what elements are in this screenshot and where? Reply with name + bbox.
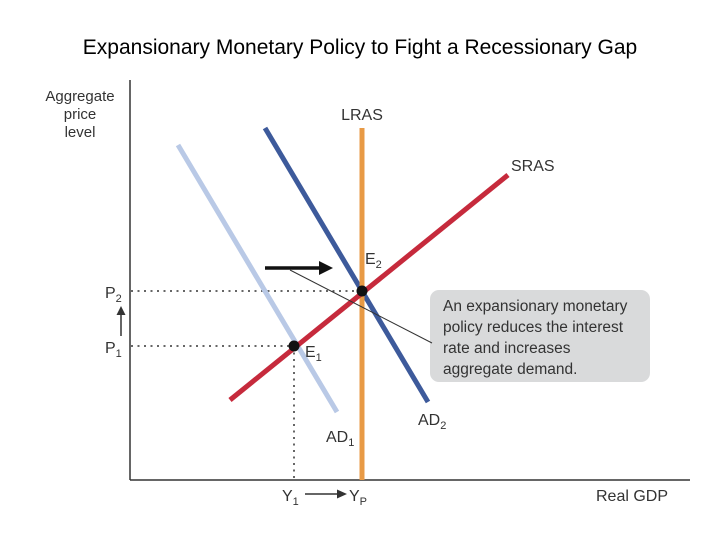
sras-label: SRAS <box>511 158 555 175</box>
y-axis-label-line-2: price <box>64 106 97 123</box>
y-axis-label-line-1: Aggregate <box>45 88 114 105</box>
y1-label: Y1 <box>282 488 299 508</box>
equilibrium-point-e1 <box>288 340 300 352</box>
annotation-line-2: policy reduces the interest <box>443 319 624 336</box>
y-axis-label-line-3: level <box>65 124 96 141</box>
ad2-curve <box>262 126 431 404</box>
annotation-line-1: An expansionary monetary <box>443 298 628 315</box>
annotation-box <box>430 290 650 382</box>
ad1-curve <box>175 143 340 414</box>
sras-curve <box>228 173 510 402</box>
annotation-line-3: rate and increases <box>443 340 571 357</box>
output-increase-arrow-head <box>337 489 347 499</box>
equilibrium-point-e2 <box>356 285 368 297</box>
annotation-leader-line <box>289 269 433 344</box>
slide-title: Expansionary Monetary Policy to Fight a … <box>82 36 638 59</box>
p2-label: P2 <box>105 285 122 305</box>
demand-shift-arrow-head <box>319 261 333 275</box>
ad1-label: AD1 <box>326 429 354 449</box>
price-rise-arrow-head <box>116 306 126 315</box>
x-axis-label: Real GDP <box>596 488 668 505</box>
p1-label: P1 <box>105 340 122 360</box>
e1-label: E1 <box>305 344 322 364</box>
yp-label: YP <box>349 488 367 508</box>
lras-label: LRAS <box>341 107 383 124</box>
annotation-line-4: aggregate demand. <box>443 361 577 378</box>
ad2-label: AD2 <box>418 412 446 432</box>
e2-label: E2 <box>365 251 382 271</box>
